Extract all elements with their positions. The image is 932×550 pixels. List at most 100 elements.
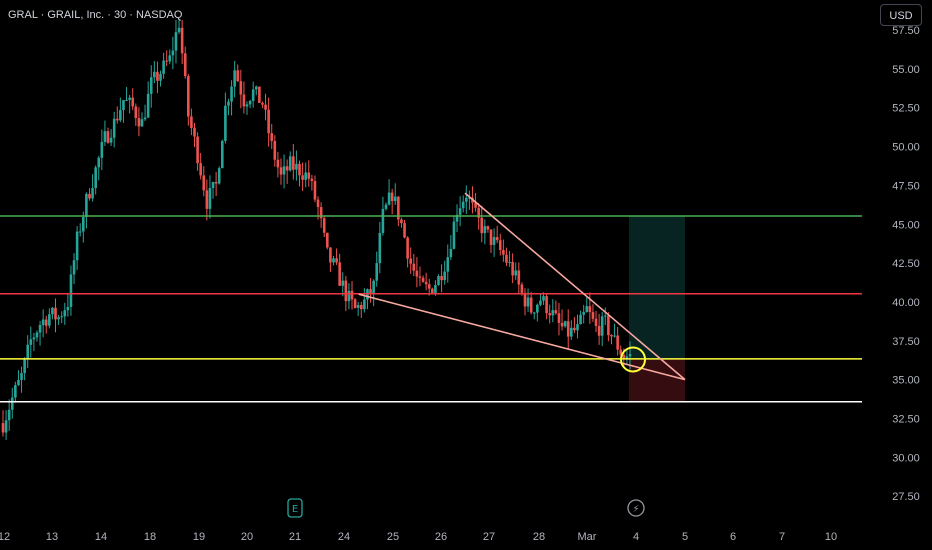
candle-body [10,397,14,410]
candle-body [97,157,101,168]
candle-body [292,156,295,170]
candle-body [486,226,490,230]
candle-body [523,292,527,307]
candle-body [511,261,514,276]
candle-body [415,270,419,277]
event-marker [627,499,645,517]
long-position-tool[interactable] [629,216,685,402]
candle-body [187,76,190,117]
candle-body [282,166,286,175]
candle-body [264,104,267,110]
candle-body [591,312,595,319]
candle-body [131,97,135,107]
horizontal-levels[interactable]: 45.5340.5336.34+10.12%33.58 [0,207,930,411]
candle-body [613,335,616,337]
candle-body [548,313,551,316]
candle-body [356,305,360,308]
candle-body [94,167,97,189]
candle-body [208,188,212,209]
candle-body [347,290,351,302]
candle-body [566,321,570,337]
x-tick-label: 12 [0,531,10,543]
candle-body [153,71,156,78]
candle-body [319,207,323,219]
candle-body [217,168,221,184]
candle-body [149,77,153,94]
candle-body [421,277,425,282]
price-axis-bg [862,0,932,550]
candle-body [248,100,252,105]
candle-body [88,193,91,199]
candle-body [57,317,60,320]
candle-body [502,250,505,255]
candle-body [134,106,138,119]
candle-body [66,306,70,311]
candle-body [551,310,555,316]
time-axis[interactable]: 12 13 14 18 19 20 21 24 25 26 27 28 Mar 4 5 6 7 10 [0,531,837,543]
y-tick-label: 30.00 [892,452,920,464]
candle-body [344,280,348,302]
x-tick-label: 25 [387,531,399,543]
candle-body [140,119,144,127]
y-tick-label: 40.00 [892,297,920,309]
candle-body [91,188,94,199]
wedge-upper-line [464,192,686,381]
candle-body [403,223,406,238]
y-tick-label: 35.00 [892,375,920,387]
candle-body [273,140,277,160]
candle-body [489,229,493,245]
candle-body [341,280,345,286]
candle-body [214,182,218,184]
x-tick-label: Mar [578,531,597,543]
candle-body [236,70,240,82]
candle-body [168,55,172,62]
candle-body [251,89,255,101]
candle-body [582,312,585,315]
candle-body [332,258,335,263]
y-tick-label: 32.50 [892,414,920,426]
falling-wedge-drawing[interactable] [358,192,686,381]
candle-body [258,86,261,103]
candle-body [44,319,48,326]
candle-body [400,219,403,224]
candle-body [162,60,165,74]
event-marker-label: E [292,504,298,515]
currency-button[interactable]: USD [880,4,922,26]
candle-body [458,208,462,215]
candle-body [390,192,394,202]
candle-body [224,105,227,141]
candle-body [616,335,619,350]
candle-body [245,104,249,107]
wedge-lower-line [358,293,686,381]
candle-body [60,316,63,318]
candle-body [480,217,484,234]
candle-body [384,204,388,209]
candle-body [381,208,385,233]
candle-body [196,136,199,164]
candle-body [452,221,456,249]
candle-body [594,318,598,326]
candle-body [233,70,236,87]
y-tick-label: 50.00 [892,142,920,154]
candle-body [310,178,314,182]
candle-body [220,140,224,169]
candle-body [307,172,311,179]
price-axis[interactable]: 57.50 55.00 52.50 50.00 47.50 45.00 42.50 40.00… [862,0,932,550]
candle-body [295,163,298,170]
candle-body [335,258,338,263]
x-tick-label: 24 [338,531,350,543]
candle-body [369,289,372,294]
candle-body [563,321,567,327]
y-tick-label: 42.50 [892,258,920,270]
candle-body [326,232,329,248]
candle-body [607,315,610,336]
candle-body [298,163,301,176]
candle-body [455,214,459,222]
candle-body [199,163,202,176]
candle-body [461,201,465,209]
candle-body [316,199,320,208]
candle-body [532,312,536,314]
candle-body [26,344,30,359]
candle-body [211,182,215,189]
